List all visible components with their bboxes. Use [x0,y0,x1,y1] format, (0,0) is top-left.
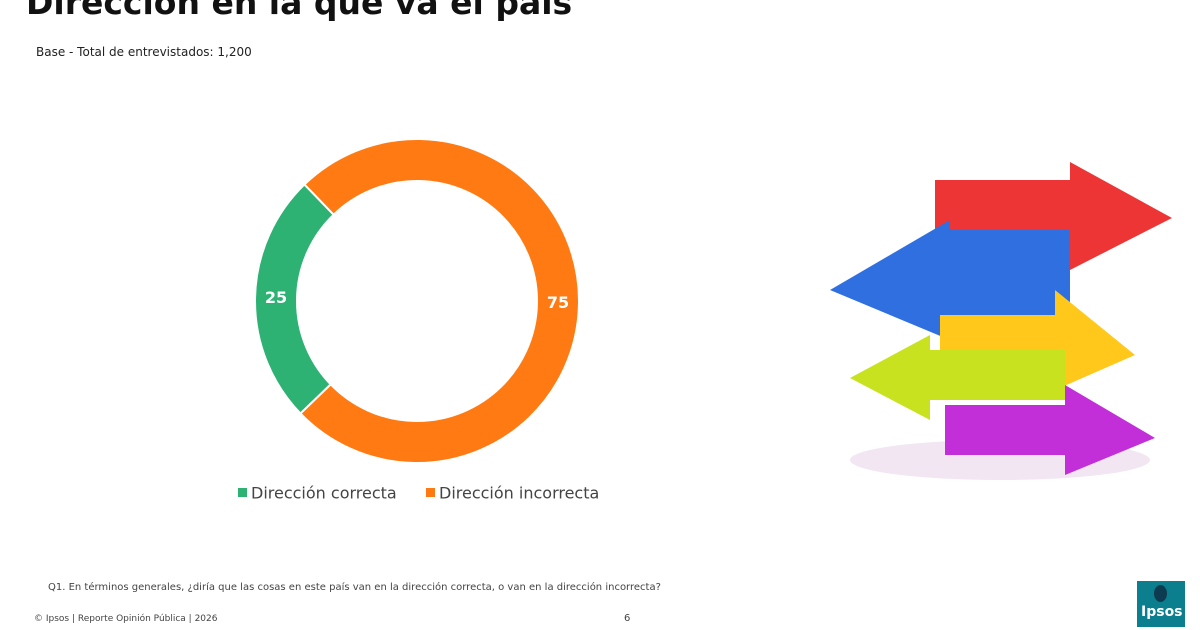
logo-text: Ipsos [1141,604,1183,620]
subtitle: Base - Total de entrevistados: 1,200 [36,45,252,59]
legend-label: Dirección incorrecta [439,484,599,503]
legend-swatch [238,488,247,497]
donut-segment [299,138,580,464]
question-note: Q1. En términos generales, ¿diría que la… [48,582,661,593]
chart: 25 75 Dirección correcta Dirección incorrec… [238,138,599,503]
footer: © Ipsos | Reporte Opinión Pública | 2026 [34,614,218,624]
logo: Ipsos [1137,581,1185,627]
arrow-purple [945,385,1155,475]
title: Dirección en la que va el país [26,0,573,22]
logo-mark [1154,585,1167,602]
data-label: 25 [265,288,287,307]
arrow-green [850,335,1065,420]
data-label: 75 [547,293,569,312]
arrows-illustration [830,162,1172,480]
legend-label: Dirección correcta [251,484,397,503]
legend-swatch [426,488,435,497]
page-number: 6 [624,613,631,624]
arrow-blue [830,220,1070,340]
